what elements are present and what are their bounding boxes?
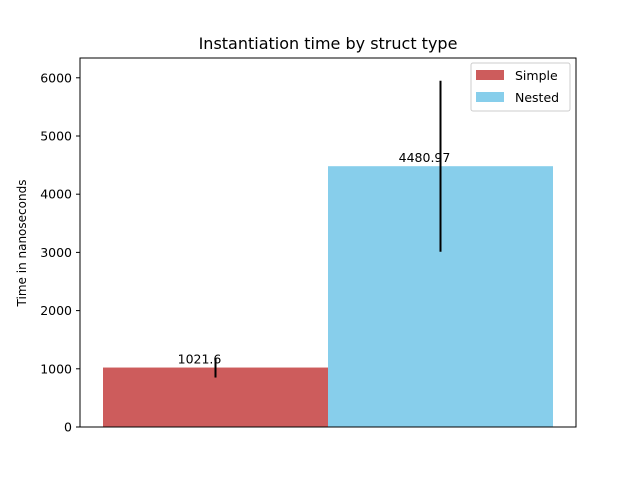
- y-tick-label: 2000: [40, 303, 72, 318]
- value-label-simple: 1021.6: [178, 352, 222, 367]
- value-labels-layer: 1021.6 4480.97: [178, 150, 451, 366]
- y-tick-label: 1000: [40, 361, 72, 376]
- legend-label-nested: Nested: [515, 90, 559, 105]
- legend-swatch-nested: [476, 92, 504, 102]
- plot-frame: [79, 57, 577, 428]
- y-tick-label: 4000: [40, 187, 72, 202]
- value-label-nested: 4480.97: [399, 150, 451, 165]
- y-tick-label: 3000: [40, 245, 72, 260]
- legend-label-simple: Simple: [515, 68, 558, 83]
- legend-swatch-simple: [476, 70, 504, 80]
- bars-layer: [103, 166, 553, 427]
- y-tick-label: 5000: [40, 128, 72, 143]
- y-tick-label: 6000: [40, 70, 72, 85]
- chart-title: Instantiation time by struct type: [199, 34, 458, 53]
- y-tick-label: 0: [64, 420, 72, 435]
- error-bars-layer: [214, 80, 442, 378]
- y-axis-label: Time in nanoseconds: [15, 180, 29, 308]
- legend: Simple Nested: [470, 62, 571, 112]
- y-axis: 0 1000 2000 3000 4000 5000 6000: [40, 70, 80, 435]
